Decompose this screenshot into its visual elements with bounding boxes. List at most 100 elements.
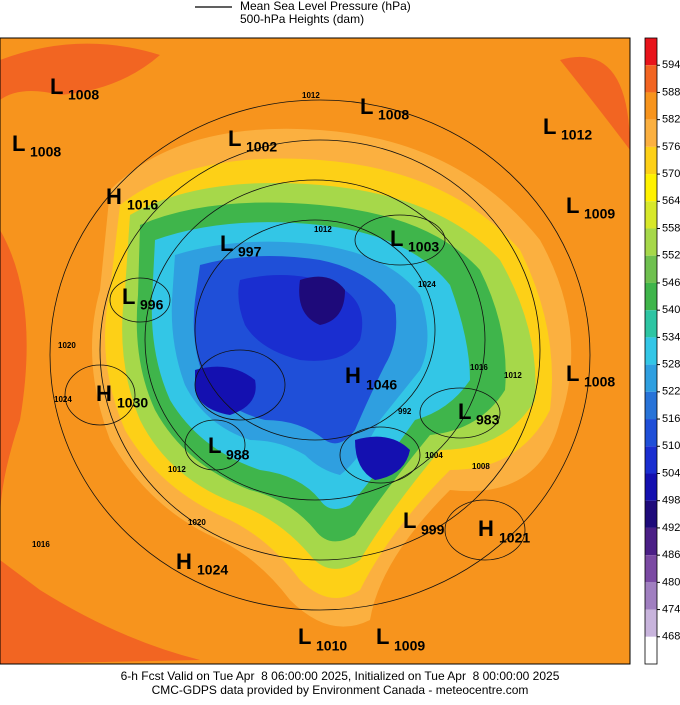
center-value: 1024 xyxy=(197,562,228,578)
colorbar-label: 528 xyxy=(662,359,680,371)
colorbar-label: 594 xyxy=(662,59,680,71)
center-value: 1008 xyxy=(378,107,409,123)
center-letter: L xyxy=(458,399,471,424)
colorbar-label: 516 xyxy=(662,413,680,425)
center-value: 1021 xyxy=(499,530,530,546)
colorbar-segment xyxy=(645,255,657,283)
colorbar-segment xyxy=(645,473,657,501)
center-letter: L xyxy=(543,114,556,139)
contour-label: 1012 xyxy=(302,91,320,100)
center-letter: L xyxy=(298,624,311,649)
colorbar-segment xyxy=(645,391,657,420)
center-letter: H xyxy=(345,363,361,388)
colorbar-segment xyxy=(645,38,657,66)
contour-label: 1012 xyxy=(504,371,522,380)
header: Mean Sea Level Pressure (hPa) 500-hPa He… xyxy=(195,0,411,26)
contour-label: 1024 xyxy=(54,395,72,404)
center-letter: H xyxy=(106,184,122,209)
colorbar-segment xyxy=(645,446,657,474)
colorbar-segment xyxy=(645,364,657,392)
colorbar-segment xyxy=(645,609,657,637)
center-letter: L xyxy=(122,284,135,309)
legend-text: 500-hPa Heights (dam) xyxy=(240,12,364,26)
map-frame xyxy=(0,37,631,665)
colorbar-label: 492 xyxy=(662,522,680,534)
colorbar-label: 570 xyxy=(662,168,680,180)
colorbar-frame xyxy=(644,37,658,665)
center-value: 1002 xyxy=(246,139,277,155)
legend-text: Mean Sea Level Pressure (hPa) xyxy=(240,0,411,13)
colorbar-segment xyxy=(645,337,657,365)
center-letter: L xyxy=(12,131,25,156)
center-value: 999 xyxy=(421,522,445,538)
colorbar-label: 588 xyxy=(662,86,680,98)
colorbar-segment xyxy=(645,146,657,175)
colorbar-label: 510 xyxy=(662,440,680,452)
colorbar-segment xyxy=(645,119,657,147)
colorbar-label: 480 xyxy=(662,576,680,588)
colorbar-label: 558 xyxy=(662,222,680,234)
center-value: 1008 xyxy=(68,87,99,103)
colorbar-label: 534 xyxy=(662,331,680,343)
contour-label: 992 xyxy=(398,407,412,416)
center-letter: L xyxy=(566,361,579,386)
center-letter: H xyxy=(96,381,112,406)
colorbar-label: 576 xyxy=(662,141,680,153)
center-letter: L xyxy=(376,624,389,649)
footer-text: CMC-GDPS data provided by Environment Ca… xyxy=(152,683,529,697)
colorbar-segment xyxy=(645,65,657,93)
center-value: 1010 xyxy=(316,638,347,654)
colorbar-label: 522 xyxy=(662,386,680,398)
colorbar-label: 468 xyxy=(662,631,680,643)
colorbar-label: 504 xyxy=(662,467,680,479)
contour-label: 1016 xyxy=(32,540,50,549)
center-value: 1009 xyxy=(584,206,615,222)
colorbar-segment xyxy=(645,500,657,528)
map xyxy=(0,38,630,664)
colorbar-segment xyxy=(645,555,657,583)
center-letter: L xyxy=(220,231,233,256)
colorbar-segment xyxy=(645,636,657,664)
colorbar-segment xyxy=(645,419,657,447)
contour-label: 1016 xyxy=(470,363,488,372)
center-value: 1003 xyxy=(408,239,439,255)
colorbar-label: 582 xyxy=(662,114,680,126)
contour-labels: 1012 1012 1024 1020 1016 1012 992 1004 1… xyxy=(32,91,522,549)
center-value: 1012 xyxy=(561,127,592,143)
contour-label: 1024 xyxy=(418,280,436,289)
center-letter: L xyxy=(390,226,403,251)
center-value: 996 xyxy=(140,297,164,313)
contour-label: 1012 xyxy=(168,465,186,474)
center-value: 1008 xyxy=(30,144,61,160)
center-value: 997 xyxy=(238,244,262,260)
colorbar-label: 552 xyxy=(662,250,680,262)
center-value: 1016 xyxy=(127,197,158,213)
colorbar: 594 588 582 576 570 564 558 552 546 540 534 528 522 5… xyxy=(644,37,680,665)
center-letter: L xyxy=(566,193,579,218)
center-letter: L xyxy=(360,94,373,119)
center-value: 988 xyxy=(226,447,250,463)
center-letter: H xyxy=(478,516,494,541)
footer-text: 6-h Fcst Valid on Tue Apr 8 06:00:00 202… xyxy=(121,669,560,683)
colorbar-segment xyxy=(645,174,657,202)
colorbar-segment xyxy=(645,582,657,610)
center-value: 1046 xyxy=(366,377,397,393)
contour-label: 1020 xyxy=(188,518,206,527)
contour-label: 1012 xyxy=(314,225,332,234)
colorbar-label: 540 xyxy=(662,304,680,316)
pressure-centers: L 1008 L 1008 L 1002 L 1008 L 1012 H 1016 L 997… xyxy=(12,74,615,654)
colorbar-segment xyxy=(645,92,657,120)
center-value: 1030 xyxy=(117,395,148,411)
colorbar-label: 546 xyxy=(662,277,680,289)
colorbar-label: 564 xyxy=(662,195,680,207)
contour-label: 1020 xyxy=(58,341,76,350)
colorbar-segment xyxy=(645,201,657,229)
center-value: 1009 xyxy=(394,638,425,654)
colorbar-label: 498 xyxy=(662,495,680,507)
center-letter: L xyxy=(208,433,221,458)
center-value: 983 xyxy=(476,412,500,428)
contour-label: 1004 xyxy=(425,451,443,460)
colorbar-label: 474 xyxy=(662,603,680,615)
contour-label: 1008 xyxy=(472,462,490,471)
